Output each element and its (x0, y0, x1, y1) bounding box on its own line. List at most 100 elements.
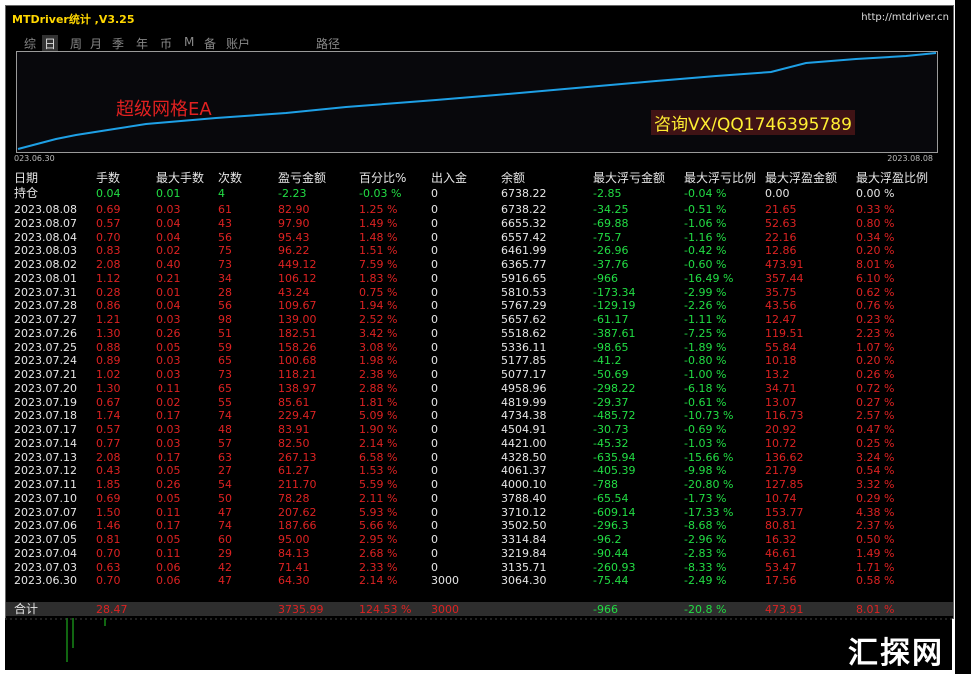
tab[interactable]: 综 (24, 35, 36, 52)
table-cell: -15.66 % (684, 451, 733, 464)
column-header: 最大浮亏金额 (593, 172, 665, 185)
table-cell: -98.65 (593, 341, 628, 354)
table-cell: 1.51 % (359, 244, 397, 257)
tab[interactable]: 日 (42, 35, 58, 52)
table-cell: 57 (218, 437, 232, 450)
table-cell: 50 (218, 492, 232, 505)
table-cell: -609.14 (593, 506, 635, 519)
table-cell: 0.11 (156, 382, 181, 395)
table-cell: 0.57 (96, 217, 121, 230)
table-cell: 1.81 % (359, 396, 397, 409)
table-cell: 0.03 (156, 423, 181, 436)
tab[interactable]: 季 (112, 35, 124, 52)
tab[interactable]: 路径 (316, 35, 340, 52)
table-cell: 1.30 (96, 382, 121, 395)
table-cell: 35.75 (765, 286, 797, 299)
table-cell: 2.52 % (359, 313, 397, 326)
table-cell: 211.70 (278, 478, 317, 491)
table-cell: 0.81 (96, 533, 121, 546)
table-cell: 97.90 (278, 217, 310, 230)
table-cell: 5.09 % (359, 409, 397, 422)
table-cell: -1.11 % (684, 313, 726, 326)
table-cell: 85.61 (278, 396, 310, 409)
table-cell: -296.3 (593, 519, 628, 532)
table-cell: 2023.08.02 (14, 258, 77, 271)
table-cell: 2023.06.30 (14, 574, 77, 587)
table-cell: 3135.71 (501, 561, 547, 574)
table-cell: 55.84 (765, 341, 797, 354)
table-cell: -405.39 (593, 464, 635, 477)
table-cell: 0 (431, 244, 438, 257)
tab[interactable]: 币 (160, 35, 172, 52)
tab[interactable]: 备 (204, 35, 216, 52)
table-cell: 2023.07.05 (14, 533, 77, 546)
table-cell: 73 (218, 368, 232, 381)
stats-window: MTDriver统计 ,V3.25 http://mtdriver.cn 综日周… (5, 5, 954, 619)
tab[interactable]: 账户 (226, 35, 250, 52)
holding-cell: 0.00 % (856, 187, 894, 200)
total-cell: -20.8 % (684, 603, 726, 616)
table-cell: 0.02 (156, 396, 181, 409)
table-cell: 3314.84 (501, 533, 547, 546)
table-cell: 2023.07.06 (14, 519, 77, 532)
table-cell: 0 (431, 506, 438, 519)
side-strip (955, 0, 971, 674)
table-cell: 0.28 (96, 286, 121, 299)
tab[interactable]: 月 (90, 35, 102, 52)
table-cell: 6461.99 (501, 244, 547, 257)
holding-cell: 0.00 (765, 187, 790, 200)
table-cell: 48 (218, 423, 232, 436)
table-cell: 1.74 (96, 409, 121, 422)
table-cell: 6.58 % (359, 451, 397, 464)
holding-cell: -0.04 % (684, 187, 726, 200)
table-cell: 1.30 (96, 327, 121, 340)
table-cell: -1.03 % (684, 437, 726, 450)
site-url[interactable]: http://mtdriver.cn (861, 12, 949, 23)
table-cell: 3.42 % (359, 327, 397, 340)
table-cell: 1.83 % (359, 272, 397, 285)
table-cell: 5.66 % (359, 519, 397, 532)
table-cell: 0.17 (156, 519, 181, 532)
table-cell: 0.03 (156, 354, 181, 367)
table-cell: 106.12 (278, 272, 317, 285)
table-cell: 13.07 (765, 396, 797, 409)
table-cell: 0.83 (96, 244, 121, 257)
tab[interactable]: 周 (70, 35, 82, 52)
table-cell: 0 (431, 231, 438, 244)
table-cell: 0.70 (96, 231, 121, 244)
table-cell: 2023.08.03 (14, 244, 77, 257)
total-cell: 473.91 (765, 603, 804, 616)
table-cell: 0 (431, 217, 438, 230)
table-cell: 60 (218, 533, 232, 546)
table-cell: 6365.77 (501, 258, 547, 271)
tab[interactable]: M (184, 35, 194, 49)
column-header: 百分比% (359, 172, 406, 185)
table-cell: -90.44 (593, 547, 628, 560)
table-cell: 2.08 (96, 258, 121, 271)
table-cell: 0 (431, 299, 438, 312)
table-cell: 2023.07.31 (14, 286, 77, 299)
table-cell: -2.96 % (684, 533, 726, 546)
table-cell: 4819.99 (501, 396, 547, 409)
tab[interactable]: 年 (136, 35, 148, 52)
table-cell: 0.04 (156, 217, 181, 230)
table-cell: -9.98 % (684, 464, 726, 477)
table-cell: 4061.37 (501, 464, 547, 477)
table-cell: 29 (218, 547, 232, 560)
table-cell: 12.86 (765, 244, 797, 257)
table-cell: 2023.07.07 (14, 506, 77, 519)
table-cell: 5810.53 (501, 286, 547, 299)
table-cell: 34.71 (765, 382, 797, 395)
table-cell: 52.63 (765, 217, 797, 230)
overlay-title: 超级网格EA (116, 95, 212, 121)
table-cell: 0.75 % (359, 286, 397, 299)
table-cell: -41.2 (593, 354, 621, 367)
table-cell: -0.69 % (684, 423, 726, 436)
table-cell: -1.06 % (684, 217, 726, 230)
table-cell: 2023.07.10 (14, 492, 77, 505)
table-cell: 0.26 (156, 478, 181, 491)
table-cell: 0.72 % (856, 382, 894, 395)
table-cell: 0 (431, 272, 438, 285)
table-cell: 0.05 (156, 492, 181, 505)
table-cell: 27 (218, 464, 232, 477)
